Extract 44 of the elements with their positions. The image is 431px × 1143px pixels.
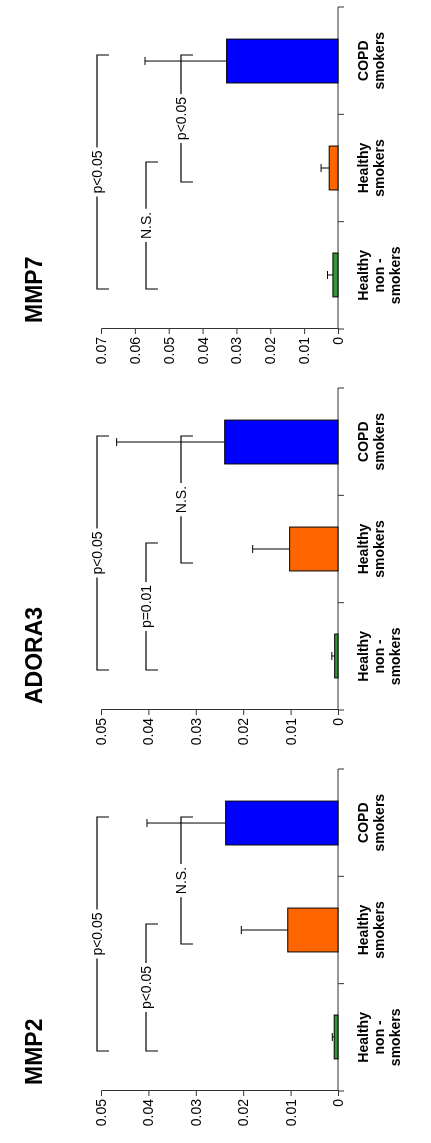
- y-tick-label: COPD smokers: [355, 31, 387, 90]
- y-tick-label: Healthy smokers: [355, 900, 387, 959]
- annotation: p<0.05: [89, 150, 105, 194]
- x-tick-label: 0.02: [262, 336, 279, 365]
- x-tick-label: 0.02: [235, 717, 252, 746]
- annotation: p<0.05: [89, 531, 105, 575]
- annotation: N.S.: [138, 211, 154, 240]
- x-tick-label: 0: [329, 336, 346, 345]
- x-tick-label: 0.06: [126, 336, 143, 365]
- annotation: N.S.: [173, 485, 189, 514]
- annotation: N.S.: [173, 866, 189, 895]
- x-tick-label: 0.05: [92, 717, 109, 746]
- annotation: p<0.05: [138, 965, 154, 1010]
- x-tick-label: 0.02: [235, 1098, 252, 1127]
- bar: [332, 252, 339, 298]
- x-tick-label: 0.07: [92, 336, 109, 365]
- y-tick-label: COPD smokers: [355, 412, 387, 471]
- x-tick-label: 0.03: [187, 1098, 204, 1127]
- x-tick-label: 0.04: [140, 1098, 157, 1127]
- annotation: p<0.05: [173, 96, 189, 141]
- y-tick-label: COPD smokers: [355, 793, 387, 852]
- x-tick-label: 0.04: [140, 717, 157, 746]
- x-tick-label: 0: [329, 717, 346, 726]
- bar: [333, 1014, 339, 1060]
- x-tick-label: 0.03: [228, 336, 245, 365]
- annotation: p<0.05: [89, 912, 105, 956]
- x-tick-label: 0.01: [282, 1098, 299, 1127]
- y-tick-label: Healthy smokers: [355, 519, 387, 578]
- text: MMP2: [21, 1018, 47, 1085]
- y-tick-label: Healthy non - smokers: [355, 627, 403, 686]
- text: MMP7: [21, 256, 47, 323]
- y-tick-label: Healthy smokers: [355, 138, 387, 197]
- y-tick-label: Healthy non - smokers: [355, 1008, 403, 1067]
- x-tick-label: 0: [329, 1098, 346, 1107]
- x-tick-label: 0.04: [194, 336, 211, 365]
- x-tick-label: 0.01: [282, 717, 299, 746]
- x-tick-label: 0.01: [296, 336, 313, 365]
- bar: [334, 633, 339, 679]
- x-tick-label: 0.05: [160, 336, 177, 365]
- text: ADORA3: [21, 606, 47, 704]
- y-tick-label: Healthy non - smokers: [355, 246, 403, 305]
- x-tick-label: 0.05: [92, 1098, 109, 1127]
- annotation: p=0.01: [138, 584, 154, 629]
- x-tick-label: 0.03: [187, 717, 204, 746]
